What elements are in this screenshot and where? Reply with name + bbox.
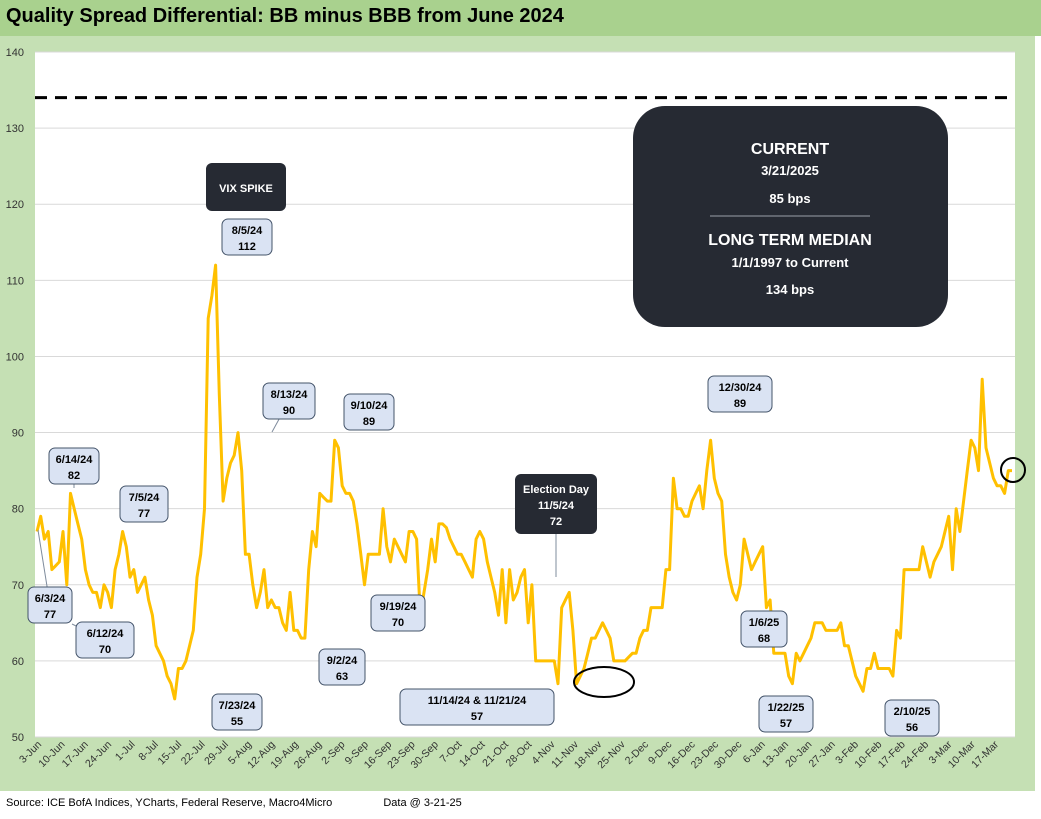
x-tick-label: 1-Jul <box>113 739 138 764</box>
info-current-label: CURRENT <box>751 141 829 158</box>
callout-date: 12/30/24 <box>719 382 763 394</box>
x-tick-label: 2-Sep <box>319 739 347 767</box>
callout-value: 82 <box>68 470 80 482</box>
election-day-date: 11/5/24 <box>538 500 575 512</box>
callout-value: 63 <box>336 671 348 683</box>
vix-spike-label: VIX SPIKE <box>219 183 273 195</box>
callout-value: 77 <box>44 609 56 621</box>
callout-box <box>27 586 73 624</box>
y-tick-label: 140 <box>6 47 24 59</box>
callout-date: 6/14/24 <box>56 454 94 466</box>
info-box: CURRENT 3/21/2025 85 bps LONG TERM MEDIA… <box>633 106 948 327</box>
y-tick-label: 120 <box>6 199 24 211</box>
x-tick-label: 17-Mar <box>969 738 1001 770</box>
callout-date: 6/12/24 <box>87 628 125 640</box>
data-date-note: Data @ 3-21-25 <box>383 797 462 809</box>
callout-date: 6/3/24 <box>35 593 66 605</box>
y-tick-label: 100 <box>6 351 24 363</box>
callout-date: 1/6/25 <box>749 617 780 629</box>
y-tick-label: 90 <box>12 428 24 440</box>
callout-date: 7/5/24 <box>129 492 160 504</box>
x-tick-label: 28-Oct <box>504 739 535 770</box>
y-tick-label: 70 <box>12 580 24 592</box>
x-tick-label: 24-Jun <box>83 739 114 770</box>
callout-value: 57 <box>471 711 483 723</box>
callout-box <box>211 693 263 731</box>
callout-value: 70 <box>99 644 111 656</box>
y-tick-label: 130 <box>6 123 24 135</box>
y-tick-label: 60 <box>12 656 24 668</box>
callouts: 6/14/24 82 7/5/24 77 6/3/24 77 6/12/24 70 7/23/2… <box>27 163 940 737</box>
series-line <box>35 263 1012 701</box>
callout-box <box>740 610 788 648</box>
x-tick-label: 27-Jan <box>807 739 838 770</box>
callout-box <box>318 648 366 686</box>
election-day-value: 72 <box>550 516 562 528</box>
callout-value: 77 <box>138 508 150 520</box>
election-day-label: Election Day <box>523 484 590 496</box>
callout-box <box>370 594 426 632</box>
callout-box <box>343 393 395 431</box>
x-tick-label: 29-Jul <box>202 739 231 768</box>
y-tick-label: 110 <box>6 275 24 287</box>
title-bar: Quality Spread Differential: BB minus BB… <box>0 0 1041 36</box>
callout-value: 56 <box>906 722 918 734</box>
callout-value: 89 <box>734 398 746 410</box>
callout-date: 8/13/24 <box>271 389 309 401</box>
callout-box <box>262 382 316 420</box>
election-day-box <box>515 474 597 534</box>
callout-box <box>758 695 814 733</box>
callout-date: 9/10/24 <box>351 400 389 412</box>
callout-box <box>221 218 273 256</box>
callout-date: 2/10/25 <box>894 706 931 718</box>
callout-box <box>48 447 100 485</box>
x-tick-label: 2-Dec <box>623 739 651 767</box>
x-tick-label: 15-Jul <box>155 739 184 768</box>
y-axis-ticks: 50 60 70 80 90 100 110 120 130 140 <box>6 47 24 744</box>
info-current-value: 85 bps <box>769 191 810 206</box>
callout-value: 68 <box>758 633 770 645</box>
info-median-value: 134 bps <box>766 282 814 297</box>
november-lows-marker <box>573 666 635 698</box>
source-note: Source: ICE BofA Indices, YCharts, Feder… <box>6 797 333 809</box>
callout-value: 57 <box>780 718 792 730</box>
x-axis-ticks: 3-Jun10-Jun17-Jun24-Jun1-Jul8-Jul15-Jul2… <box>17 738 1001 771</box>
callout-box <box>884 699 940 737</box>
callout-date: 1/22/25 <box>768 702 805 714</box>
chart-title: Quality Spread Differential: BB minus BB… <box>6 5 564 27</box>
callout-value: 90 <box>283 405 295 417</box>
footer: Source: ICE BofA Indices, YCharts, Feder… <box>6 797 462 809</box>
x-tick-label: 22-Jul <box>179 739 208 768</box>
callout-value: 112 <box>238 241 256 253</box>
callout-box <box>399 688 555 726</box>
info-median-label: LONG TERM MEDIAN <box>708 232 872 249</box>
callout-date: 7/23/24 <box>219 700 257 712</box>
callout-box <box>119 485 169 523</box>
callout-date: 11/14/24 & 11/21/24 <box>428 695 527 707</box>
callout-date: 8/5/24 <box>232 225 263 237</box>
current-value-marker <box>1000 457 1026 483</box>
callout-box <box>75 621 135 659</box>
vix-spike-box <box>206 163 286 211</box>
callout-box <box>707 375 773 413</box>
callout-date: 9/2/24 <box>327 655 358 667</box>
callout-value: 89 <box>363 416 375 428</box>
info-current-date: 3/21/2025 <box>761 163 819 178</box>
info-median-range: 1/1/1997 to Current <box>731 255 849 270</box>
callout-date: 9/19/24 <box>380 601 418 613</box>
y-tick-label: 80 <box>12 504 24 516</box>
y-tick-label: 50 <box>12 732 24 744</box>
callout-value: 55 <box>231 716 243 728</box>
callout-value: 70 <box>392 617 404 629</box>
